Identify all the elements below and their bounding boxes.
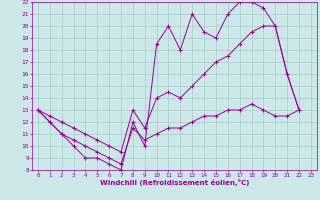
X-axis label: Windchill (Refroidissement éolien,°C): Windchill (Refroidissement éolien,°C)	[100, 179, 249, 186]
